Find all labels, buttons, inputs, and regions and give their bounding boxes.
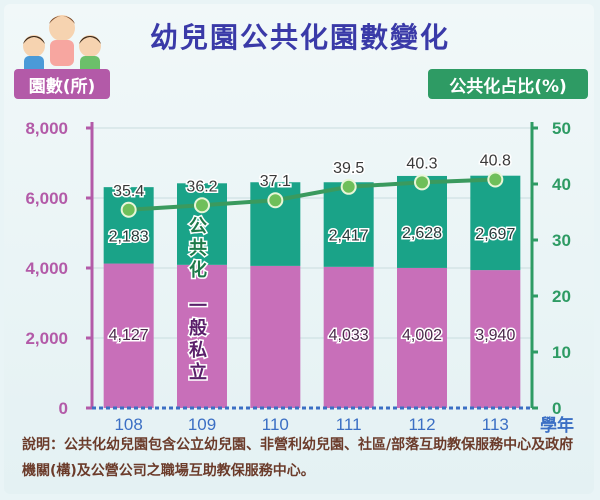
x-tick-label: 109 bbox=[188, 415, 216, 434]
private-series-label: 立 bbox=[189, 361, 207, 383]
left-tick-label: 0 bbox=[59, 399, 68, 418]
x-tick-label: 108 bbox=[114, 415, 142, 434]
right-tick-label: 30 bbox=[552, 231, 571, 250]
share-value-label: 37.1 bbox=[260, 173, 291, 190]
share-point-112 bbox=[414, 174, 430, 191]
public-value-label: 2,628 bbox=[402, 225, 442, 242]
children-illustration bbox=[23, 15, 101, 76]
share-point-109 bbox=[194, 197, 210, 214]
right-tick-label: 10 bbox=[552, 343, 571, 362]
share-point-110 bbox=[267, 192, 284, 209]
x-tick-label: 111 bbox=[336, 415, 362, 434]
bar-private-110 bbox=[250, 265, 301, 408]
bar-private-113 bbox=[470, 270, 521, 408]
bar-private-112 bbox=[397, 267, 447, 408]
right-axis-badge: 公共化占比(%) bbox=[428, 69, 588, 99]
share-value-label: 36.2 bbox=[186, 178, 217, 195]
public-value-label: 2,697 bbox=[475, 226, 515, 243]
private-value-label: 4,127 bbox=[109, 327, 149, 344]
private-series-label: 一 bbox=[189, 296, 207, 317]
share-value-label: 35.4 bbox=[113, 183, 144, 200]
public-value-label: 2,417 bbox=[329, 228, 369, 245]
private-value-label: 4,033 bbox=[329, 327, 369, 344]
private-value-label: 4,002 bbox=[402, 327, 442, 344]
share-line bbox=[128, 177, 496, 212]
bar-public-113 bbox=[470, 175, 521, 271]
share-point-108 bbox=[120, 201, 137, 218]
private-series-label: 般 bbox=[189, 317, 207, 339]
public-series-label: 公 bbox=[189, 216, 207, 237]
bar-public-111 bbox=[323, 182, 374, 267]
right-tick-label: 20 bbox=[552, 287, 571, 306]
left-axis-badge: 園數(所) bbox=[14, 69, 110, 99]
share-value-label: 39.5 bbox=[333, 160, 364, 177]
x-tick-label: 112 bbox=[408, 415, 435, 434]
x-tick-label: 113 bbox=[482, 415, 509, 434]
share-value-label: 40.8 bbox=[480, 153, 511, 170]
left-tick-label: 8,000 bbox=[25, 119, 68, 138]
chart-title: 幼兒園公共化園數變化 bbox=[149, 21, 450, 54]
right-tick-label: 40 bbox=[552, 175, 571, 194]
right-tick-label: 50 bbox=[552, 119, 571, 138]
left-tick-label: 6,000 bbox=[25, 189, 68, 208]
right-tick-label: 0 bbox=[552, 399, 561, 418]
left-tick-label: 2,000 bbox=[25, 329, 68, 348]
public-series-label: 化 bbox=[189, 259, 207, 281]
bar-private-109 bbox=[177, 264, 227, 408]
bar-private-108 bbox=[103, 263, 154, 408]
x-axis-unit: 學年 bbox=[540, 415, 574, 436]
bar-public-109 bbox=[177, 183, 227, 265]
public-value-label: 2,183 bbox=[109, 228, 149, 245]
share-value-label: 40.3 bbox=[406, 155, 437, 172]
bar-public-112 bbox=[397, 175, 447, 268]
x-tick-label: 110 bbox=[262, 415, 289, 434]
private-series-label: 私 bbox=[189, 340, 207, 361]
bar-private-111 bbox=[323, 266, 374, 408]
public-series-label: 共 bbox=[189, 238, 207, 259]
share-point-113 bbox=[487, 171, 504, 188]
share-point-111 bbox=[340, 178, 357, 195]
private-value-label: 3,940 bbox=[475, 327, 515, 344]
footnote: 說明：公共化幼兒園包含公立幼兒園、非營利幼兒園、社區/部落互助教保服務中心及政府… bbox=[22, 437, 574, 479]
left-tick-label: 4,000 bbox=[25, 259, 68, 278]
bar-public-108 bbox=[103, 187, 154, 264]
